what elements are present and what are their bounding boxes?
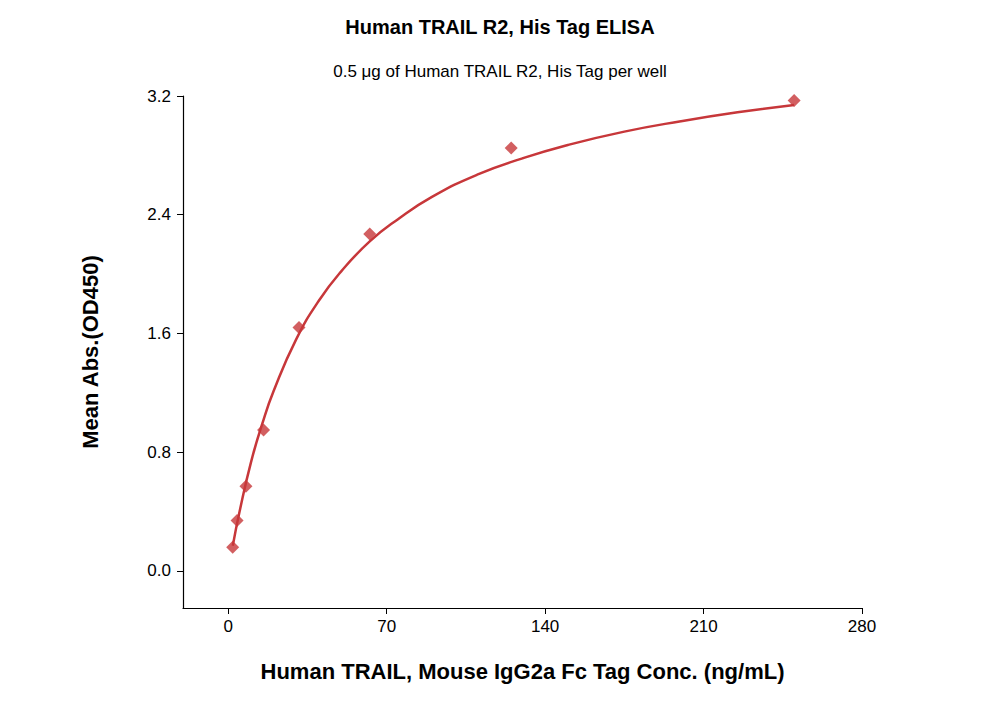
svg-text:0.5 μg of Human TRAIL R2, His: 0.5 μg of Human TRAIL R2, His Tag per we… <box>333 62 667 81</box>
svg-text:280: 280 <box>848 617 876 636</box>
svg-text:1.6: 1.6 <box>147 324 171 343</box>
svg-text:140: 140 <box>531 617 559 636</box>
svg-text:70: 70 <box>377 617 396 636</box>
svg-text:2.4: 2.4 <box>147 205 171 224</box>
svg-text:3.2: 3.2 <box>147 87 171 106</box>
svg-text:0.8: 0.8 <box>147 443 171 462</box>
svg-text:210: 210 <box>689 617 717 636</box>
svg-text:0.0: 0.0 <box>147 561 171 580</box>
svg-text:0: 0 <box>224 617 233 636</box>
svg-text:Human TRAIL, Mouse IgG2a Fc Ta: Human TRAIL, Mouse IgG2a Fc Tag Conc. (n… <box>261 659 785 684</box>
svg-text:Human TRAIL R2, His Tag ELISA: Human TRAIL R2, His Tag ELISA <box>345 16 654 38</box>
svg-text:Mean Abs.(OD450): Mean Abs.(OD450) <box>78 255 103 449</box>
